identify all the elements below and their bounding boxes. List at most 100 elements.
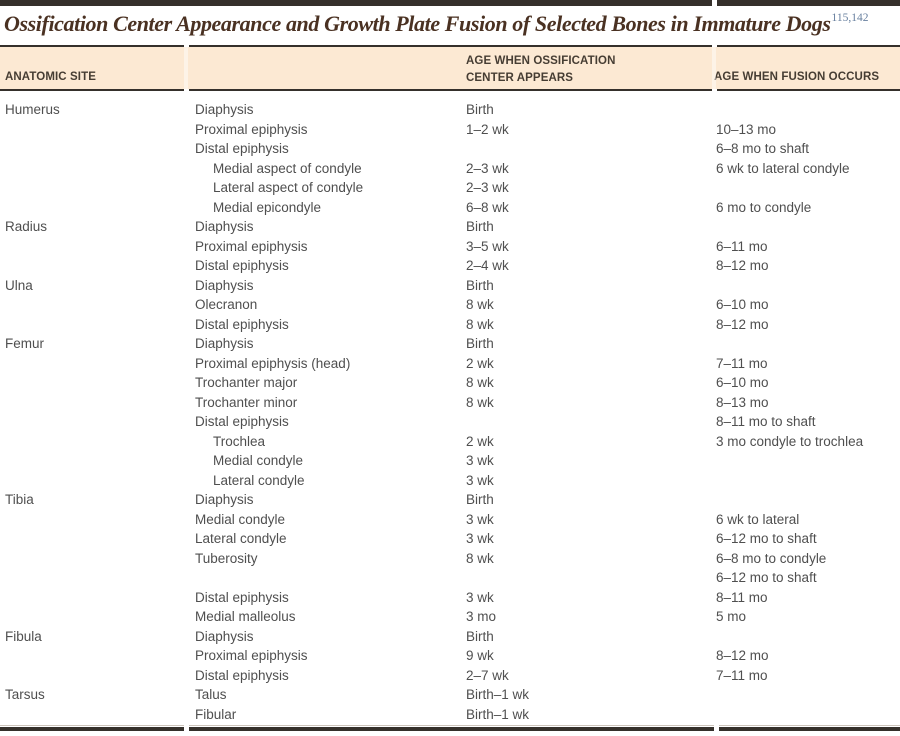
cell-fusion: 8–12 mo [716, 648, 769, 663]
table-row: Medial condyle 3 wk 6 wk to lateral [0, 510, 900, 530]
cell-fusion: 5 mo [716, 609, 747, 624]
column-header-age-appears-line2: CENTER APPEARS [466, 72, 574, 84]
cell-part: Olecranon [195, 297, 258, 312]
cell-fusion: 6–11 mo [716, 238, 768, 254]
table-row: Tibia Diaphysis Birth [0, 490, 900, 510]
cell-part: Medial epicondyle [213, 199, 322, 215]
cell-part: Fibular [195, 706, 237, 722]
cell-fusion [716, 334, 900, 354]
header-bottom-rule [0, 89, 900, 91]
cell-appears: Birth [466, 102, 494, 117]
cell-fusion: 6–8 mo to condyle [716, 550, 827, 566]
cell-fusion [716, 217, 900, 237]
cell-part: Proximal epiphysis [195, 238, 308, 254]
cell-appears: 6–8 wk [466, 199, 509, 215]
cell-part: Proximal epiphysis [195, 121, 308, 137]
ossification-table: Humerus Diaphysis Birth Proximal epiphysis 1… [0, 100, 900, 724]
cell-part: Medial aspect of condyle [213, 160, 362, 176]
cell-part: Diaphysis [195, 628, 254, 644]
cell-fusion: 3 mo condyle to trochlea [716, 433, 864, 449]
cell-appears: 2 wk [466, 355, 494, 371]
table-row: Trochanter major 8 wk 6–10 mo [0, 373, 900, 393]
cell-appears: 8 wk [466, 297, 494, 312]
cell-appears: 3 wk [466, 589, 494, 605]
table-row: Lateral condyle 3 wk 6–12 mo to shaft [0, 529, 900, 549]
cell-fusion: 8–11 mo to shaft [716, 414, 816, 429]
cell-site [0, 354, 195, 374]
cell-fusion: 8–13 mo [716, 394, 769, 410]
cell-part: Diaphysis [195, 102, 254, 117]
cell-appears: Birth–1 wk [466, 706, 530, 722]
cell-appears: 3 wk [466, 453, 494, 468]
column-header-age-appears-line1: AGE WHEN OSSIFICATION [466, 55, 616, 67]
cell-appears: Birth [466, 219, 494, 234]
table-row: Distal epiphysis 3 wk 8–11 mo [0, 588, 900, 608]
cell-part [195, 568, 466, 588]
table-header-band: ANATOMIC SITE AGE WHEN OSSIFICATION CENT… [0, 47, 900, 89]
cell-fusion: 8–12 mo [716, 316, 769, 332]
cell-part: Distal epiphysis [195, 258, 289, 273]
cell-site: Fibula [5, 628, 42, 644]
cell-site: Tibia [5, 492, 34, 507]
cell-part: Lateral condyle [213, 472, 305, 488]
cell-site [0, 529, 195, 549]
column-divider [184, 47, 188, 89]
header-top-rule [0, 45, 900, 47]
table-row: Medial aspect of condyle 2–3 wk 6 wk to la… [0, 159, 900, 179]
cell-appears: Birth [466, 277, 494, 293]
cell-part: Lateral condyle [195, 531, 287, 546]
table-row: Olecranon 8 wk 6–10 mo [0, 295, 900, 315]
cell-site [0, 256, 195, 276]
cell-fusion: 6 wk to lateral [716, 511, 800, 527]
cell-appears: 2–7 wk [466, 667, 509, 683]
cell-appears: 2 wk [466, 433, 494, 449]
cell-appears: 2–3 wk [466, 160, 509, 176]
table-title: Ossification Center Appearance and Growt… [4, 11, 869, 37]
cell-part: Distal epiphysis [195, 141, 289, 156]
cell-site [0, 588, 195, 608]
cell-site [0, 393, 195, 413]
rule-gap [184, 89, 189, 91]
table-row: Medial condyle 3 wk [0, 451, 900, 471]
table-row: Fibular Birth–1 wk [0, 705, 900, 725]
cell-appears [466, 139, 716, 159]
cell-appears: 1–2 wk [466, 121, 509, 137]
bottom-rule [0, 725, 900, 732]
cell-part: Distal epiphysis [195, 414, 289, 429]
cell-appears: 3 wk [466, 531, 494, 546]
table-row: Tuberosity 8 wk 6–8 mo to condyle [0, 549, 900, 569]
table-row: Proximal epiphysis 9 wk 8–12 mo [0, 646, 900, 666]
cell-fusion: 6–8 mo to shaft [716, 141, 810, 156]
cell-site [0, 139, 195, 159]
cell-fusion [716, 627, 900, 647]
column-header-age-appears: AGE WHEN OSSIFICATION CENTER APPEARS [466, 53, 615, 87]
cell-part: Distal epiphysis [195, 589, 289, 605]
cell-fusion: 6 mo to condyle [716, 199, 812, 215]
table-row: Lateral condyle 3 wk [0, 471, 900, 491]
cell-fusion: 6–12 mo to shaft [716, 570, 817, 585]
table-row: Proximal epiphysis 1–2 wk 10–13 mo [0, 120, 900, 140]
column-header-anatomic-site: ANATOMIC SITE [5, 71, 96, 83]
cell-site [0, 607, 195, 627]
cell-part: Medial condyle [213, 453, 304, 468]
table-row: Humerus Diaphysis Birth [0, 100, 900, 120]
table-row: Tarsus Talus Birth–1 wk [0, 685, 900, 705]
cell-fusion: 8–12 mo [716, 258, 769, 273]
table-row: Distal epiphysis 8 wk 8–12 mo [0, 315, 900, 335]
cell-fusion [716, 100, 900, 120]
cell-site: Ulna [5, 277, 33, 293]
cell-part: Medial condyle [195, 511, 286, 527]
cell-site [0, 295, 195, 315]
cell-appears: 9 wk [466, 648, 494, 663]
cell-fusion [716, 451, 900, 471]
cell-appears: 2–3 wk [466, 180, 509, 195]
table-row: Distal epiphysis 6–8 mo to shaft [0, 139, 900, 159]
cell-part: Trochlea [213, 433, 266, 449]
cell-site: Tarsus [5, 687, 45, 702]
cell-site [0, 705, 195, 725]
cell-fusion: 6–10 mo [716, 375, 769, 390]
cell-appears: 3 wk [466, 472, 494, 488]
cell-appears [466, 412, 716, 432]
rule-gap [712, 89, 717, 91]
table-row: Distal epiphysis 2–4 wk 8–12 mo [0, 256, 900, 276]
